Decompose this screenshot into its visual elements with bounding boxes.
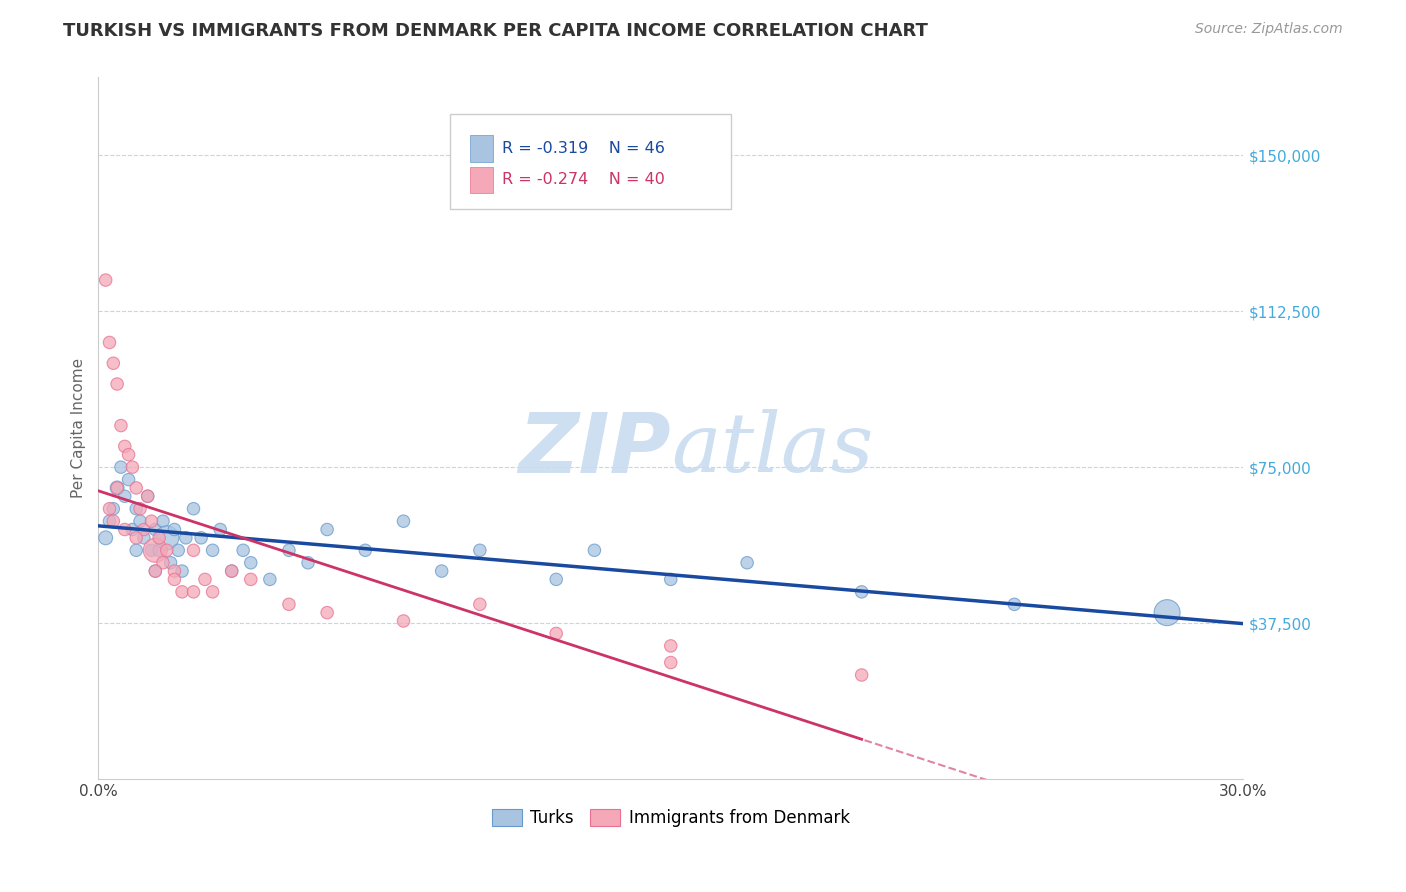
Point — [105, 377, 128, 392]
Point — [143, 564, 166, 578]
Point — [163, 573, 186, 587]
Text: R = -0.274    N = 40: R = -0.274 N = 40 — [502, 172, 665, 187]
Bar — [470, 167, 494, 194]
Point — [851, 668, 873, 682]
Point — [141, 514, 163, 528]
Point — [221, 564, 243, 578]
Point — [98, 501, 121, 516]
Point — [278, 597, 301, 611]
Point — [239, 573, 262, 587]
Point — [125, 543, 148, 558]
Point — [148, 531, 170, 545]
Point — [94, 273, 117, 287]
Point — [136, 489, 159, 503]
Point — [117, 448, 139, 462]
Point — [735, 556, 758, 570]
Point — [583, 543, 606, 558]
Point — [152, 556, 174, 570]
Point — [170, 564, 193, 578]
Point — [143, 543, 166, 558]
Point — [392, 514, 415, 528]
Point — [110, 460, 132, 475]
Point — [546, 626, 568, 640]
Point — [114, 489, 136, 503]
Point — [148, 543, 170, 558]
Point — [152, 514, 174, 528]
Point — [94, 531, 117, 545]
Text: Source: ZipAtlas.com: Source: ZipAtlas.com — [1195, 22, 1343, 37]
Y-axis label: Per Capita Income: Per Capita Income — [72, 358, 86, 499]
Point — [114, 523, 136, 537]
Point — [201, 543, 224, 558]
Point — [105, 481, 128, 495]
Point — [221, 564, 243, 578]
Point — [117, 473, 139, 487]
Point — [114, 439, 136, 453]
Point — [132, 523, 155, 537]
Point — [468, 543, 491, 558]
Point — [125, 501, 148, 516]
Point — [183, 501, 205, 516]
Point — [1002, 597, 1025, 611]
Point — [103, 356, 125, 370]
Point — [201, 585, 224, 599]
Point — [141, 543, 163, 558]
Point — [430, 564, 453, 578]
Legend: Turks, Immigrants from Denmark: Turks, Immigrants from Denmark — [485, 802, 856, 834]
Point — [183, 585, 205, 599]
Point — [659, 639, 682, 653]
Point — [1156, 606, 1178, 620]
Point — [129, 514, 152, 528]
Point — [103, 514, 125, 528]
Point — [259, 573, 281, 587]
Point — [129, 501, 152, 516]
Point — [278, 543, 301, 558]
Point — [105, 481, 128, 495]
Point — [125, 481, 148, 495]
Point — [392, 614, 415, 628]
Point — [659, 573, 682, 587]
FancyBboxPatch shape — [450, 114, 731, 210]
Text: TURKISH VS IMMIGRANTS FROM DENMARK PER CAPITA INCOME CORRELATION CHART: TURKISH VS IMMIGRANTS FROM DENMARK PER C… — [63, 22, 928, 40]
Text: ZIP: ZIP — [519, 409, 671, 490]
Point — [132, 531, 155, 545]
Point — [183, 543, 205, 558]
Point — [143, 564, 166, 578]
Point — [136, 489, 159, 503]
Point — [297, 556, 319, 570]
Point — [98, 335, 121, 350]
Point — [239, 556, 262, 570]
Point — [232, 543, 254, 558]
Point — [851, 585, 873, 599]
Point — [190, 531, 212, 545]
Point — [174, 531, 197, 545]
Point — [125, 531, 148, 545]
Point — [316, 606, 339, 620]
Point — [167, 543, 190, 558]
Point — [163, 564, 186, 578]
Point — [209, 523, 232, 537]
Point — [468, 597, 491, 611]
Point — [354, 543, 377, 558]
Point — [159, 556, 181, 570]
Point — [316, 523, 339, 537]
Point — [163, 523, 186, 537]
Point — [121, 523, 143, 537]
Point — [143, 523, 166, 537]
Point — [194, 573, 217, 587]
Point — [659, 656, 682, 670]
Point — [546, 573, 568, 587]
Point — [170, 585, 193, 599]
Point — [156, 543, 179, 558]
Point — [121, 460, 143, 475]
Text: R = -0.319    N = 46: R = -0.319 N = 46 — [502, 141, 665, 156]
Text: atlas: atlas — [671, 409, 873, 489]
Point — [110, 418, 132, 433]
Point — [98, 514, 121, 528]
Point — [103, 501, 125, 516]
Bar — [470, 135, 494, 161]
Point — [156, 531, 179, 545]
